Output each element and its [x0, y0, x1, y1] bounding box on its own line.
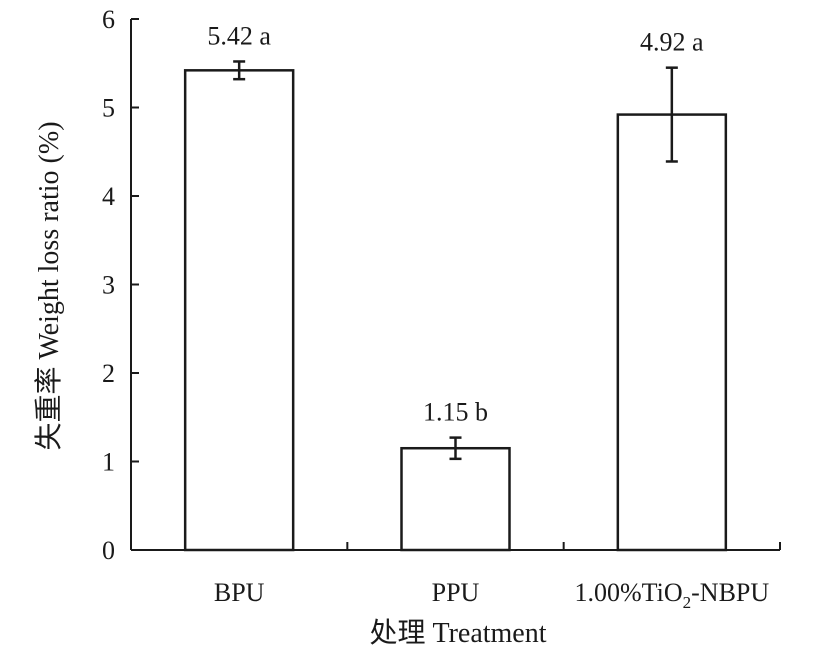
bar [616, 113, 728, 552]
error-bars [233, 60, 678, 461]
y-tick-label: 1 [102, 448, 115, 477]
data-labels: 5.42 a 1.15 b 4.92 a [207, 21, 704, 426]
y-axis-title: 失重率 Weight loss ratio (%) [33, 121, 65, 450]
bars [183, 69, 728, 552]
data-label: 5.42 a [207, 21, 271, 50]
bar [183, 69, 295, 552]
y-axis: 0 1 2 3 4 5 6 [102, 5, 139, 565]
x-category-label: 1.00%TiO2-NBPU [575, 578, 770, 612]
y-tick-label: 3 [102, 271, 115, 300]
bar [400, 446, 511, 552]
y-tick-label: 2 [102, 359, 115, 388]
data-label: 4.92 a [640, 28, 704, 57]
data-label: 1.15 b [423, 398, 488, 427]
y-tick-label: 6 [102, 5, 115, 34]
y-tick-label: 0 [102, 536, 115, 565]
x-axis: BPU PPU 1.00%TiO2-NBPU [131, 542, 781, 612]
y-tick-label: 4 [102, 182, 115, 211]
x-category-label: PPU [432, 578, 480, 607]
x-axis-title: 处理 Treatment [369, 617, 546, 649]
y-tick-label: 5 [102, 94, 115, 123]
x-category-label: BPU [214, 578, 265, 607]
